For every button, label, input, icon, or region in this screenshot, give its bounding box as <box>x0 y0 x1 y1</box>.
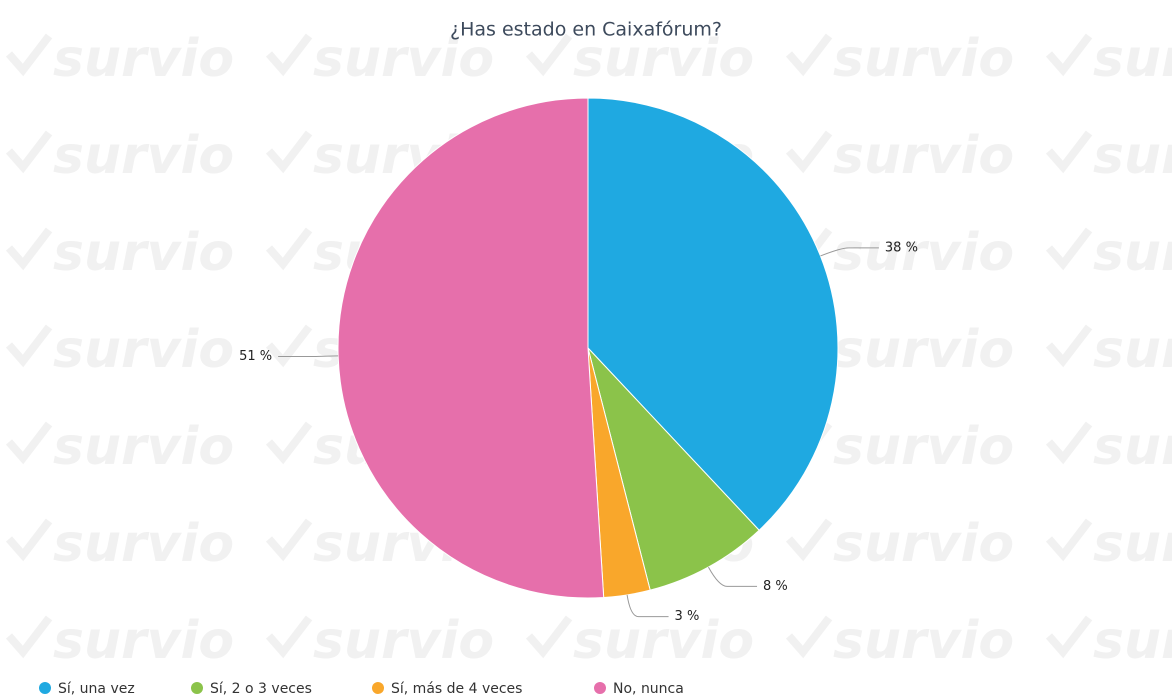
watermark-check <box>265 227 313 271</box>
watermark-text: survio <box>313 29 494 89</box>
watermark-check <box>5 421 53 465</box>
watermark-text: survio <box>53 223 234 283</box>
watermark-check <box>1045 324 1093 368</box>
watermark-check <box>1045 518 1093 562</box>
legend-marker <box>594 682 606 694</box>
watermark-check <box>5 324 53 368</box>
watermark-text: survio <box>313 611 494 671</box>
watermark-text: survio <box>53 126 234 186</box>
watermark-check <box>5 227 53 271</box>
leader-line <box>278 355 339 358</box>
watermark-text: survio <box>53 320 234 380</box>
watermark-text: survio <box>1093 514 1172 574</box>
watermark-check <box>5 130 53 174</box>
watermark-check <box>525 33 573 77</box>
leader-line <box>626 594 669 618</box>
pie-slice <box>337 97 605 599</box>
watermark-check <box>1045 33 1093 77</box>
legend-label: Sí, más de 4 veces <box>391 681 522 697</box>
watermark-check <box>5 615 53 659</box>
watermark-text: survio <box>833 611 1014 671</box>
watermark-text: survio <box>1093 126 1172 186</box>
legend-label: Sí, una vez <box>58 681 135 697</box>
watermark-check <box>265 518 313 562</box>
watermark-text: survio <box>833 126 1014 186</box>
watermark-text: survio <box>573 611 754 671</box>
watermark-check <box>265 130 313 174</box>
watermark-layer: survio survio survio survio survio survio surv… <box>5 29 1172 671</box>
watermark-check <box>525 615 573 659</box>
data-label: 3 % <box>675 609 700 624</box>
watermark-text: survio <box>1093 29 1172 89</box>
watermark-check <box>785 130 833 174</box>
watermark-text: survio <box>1093 611 1172 671</box>
chart-title: ¿Has estado en Caixafórum? <box>450 19 722 41</box>
watermark-check <box>1045 130 1093 174</box>
watermark-text: survio <box>1093 223 1172 283</box>
watermark-check <box>1045 615 1093 659</box>
watermark-text: survio <box>53 29 234 89</box>
legend-marker <box>191 682 203 694</box>
watermark-check <box>1045 227 1093 271</box>
watermark-check <box>265 324 313 368</box>
data-label: 51 % <box>239 349 272 364</box>
watermark-text: survio <box>53 611 234 671</box>
watermark-check <box>785 33 833 77</box>
watermark-text: survio <box>833 514 1014 574</box>
data-label: 8 % <box>763 579 788 594</box>
legend-marker <box>372 682 384 694</box>
watermark-check <box>265 615 313 659</box>
watermark-check <box>5 33 53 77</box>
legend-label: Sí, 2 o 3 veces <box>210 681 312 697</box>
watermark-text: survio <box>833 320 1014 380</box>
watermark-check <box>265 33 313 77</box>
legend-marker <box>39 682 51 694</box>
watermark-text: survio <box>53 417 234 477</box>
watermark-check <box>5 518 53 562</box>
watermark-check <box>265 421 313 465</box>
watermark-text: survio <box>833 223 1014 283</box>
legend-label: No, nunca <box>613 681 684 697</box>
watermark-text: survio <box>833 417 1014 477</box>
watermark-text: survio <box>1093 417 1172 477</box>
watermark-text: survio <box>53 514 234 574</box>
watermark-check <box>785 615 833 659</box>
watermark-text: survio <box>833 29 1014 89</box>
watermark-check <box>785 518 833 562</box>
watermark-check <box>1045 421 1093 465</box>
watermark-text: survio <box>573 29 754 89</box>
watermark-text: survio <box>1093 320 1172 380</box>
leader-line <box>820 247 879 257</box>
data-label: 38 % <box>885 240 918 255</box>
leader-line <box>707 566 758 587</box>
